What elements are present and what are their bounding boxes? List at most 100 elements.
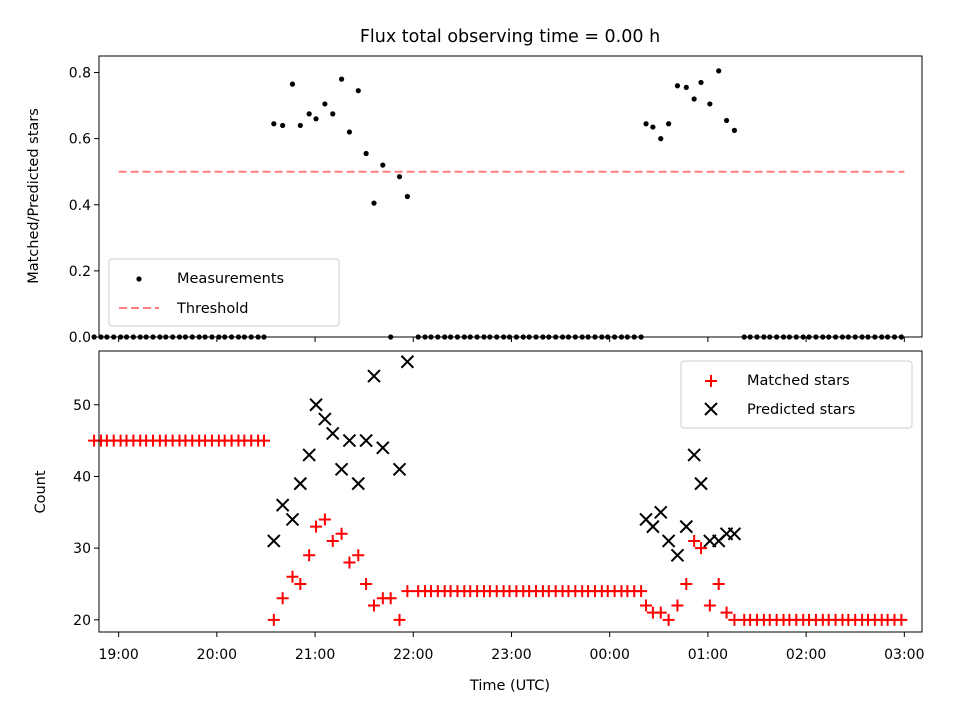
predicted-star-point — [367, 369, 381, 383]
x-tick-label: 23:00 — [491, 647, 531, 663]
ratio-legend: Measurements Threshold — [108, 258, 340, 327]
ratio-y-tick-label: 0.6 — [69, 132, 91, 148]
matched-star-point — [335, 527, 348, 540]
predicted-star-point — [670, 548, 685, 563]
measurement-point — [683, 84, 689, 91]
matched-star-point — [401, 585, 414, 598]
measurement-point — [371, 200, 377, 206]
measurement-point — [650, 124, 656, 130]
x-tick-label: 22:00 — [393, 647, 433, 663]
matched-star-point — [654, 606, 667, 619]
predicted-star-point — [376, 441, 390, 455]
matched-star-point — [310, 520, 323, 533]
measurement-point — [404, 193, 410, 200]
predicted-star-point — [302, 448, 316, 462]
predicted-star-point — [727, 527, 742, 541]
count-y-ticks: 20 30 40 50 — [73, 398, 99, 629]
legend-threshold-label: Threshold — [176, 301, 248, 317]
measurement-point — [346, 129, 353, 135]
predicted-star-point — [694, 476, 708, 491]
x-tick-label: 02:00 — [786, 647, 826, 663]
matched-star-point — [318, 513, 331, 526]
measurement-point — [289, 81, 296, 87]
count-y-label: Count — [33, 470, 49, 513]
ratio-y-tick-label: 0.8 — [69, 66, 91, 82]
matched-star-point — [662, 613, 675, 626]
count-panel: 20 30 40 50 19:00 20:00 21:00 22:00 23:00 00:00 0… — [33, 350, 925, 694]
x-axis-label: Time (UTC) — [469, 678, 550, 694]
predicted-star-point — [334, 462, 349, 476]
measurement-point — [658, 136, 664, 142]
legend-measurements-marker — [136, 276, 142, 282]
ratio-legend-frame — [108, 258, 340, 327]
matched-star-point — [695, 542, 708, 555]
measurement-point — [380, 162, 386, 168]
predicted-star-point — [646, 519, 660, 534]
matched-star-point — [720, 606, 733, 619]
x-tick-label: 21:00 — [295, 647, 335, 663]
measurement-point — [666, 121, 672, 127]
matched-star-point — [267, 613, 280, 626]
predicted-star-point — [275, 498, 290, 512]
measurement-point — [698, 79, 704, 86]
predicted-star-point — [392, 462, 407, 476]
predicted-star-point — [400, 355, 415, 369]
x-tick-label: 01:00 — [688, 647, 728, 663]
matched-star-point — [367, 599, 380, 612]
x-tick-label: 03:00 — [884, 647, 924, 663]
matched-star-point — [688, 534, 701, 547]
predicted-star-point — [661, 534, 676, 548]
ratio-panel: 0.00.20.40.60.8 Matched/Predicted stars … — [26, 55, 923, 346]
matched-star-point — [303, 549, 316, 562]
measurement-point — [643, 121, 649, 127]
predicted-star-point — [351, 476, 365, 491]
measurement-point — [731, 127, 738, 133]
x-tick-label: 19:00 — [98, 647, 138, 663]
measurement-point — [691, 96, 697, 102]
predicted-star-point — [326, 426, 340, 441]
count-y-tick-label: 40 — [73, 469, 91, 485]
matched-star-point — [712, 577, 725, 590]
x-tick-label: 00:00 — [590, 647, 630, 663]
measurement-point — [280, 122, 286, 129]
matched-star-point — [343, 556, 356, 569]
ratio-y-ticks: 0.0 0.2 0.4 0.6 0.8 — [69, 66, 99, 346]
x-tick-label: 20:00 — [197, 647, 237, 663]
predicted-stars-series — [267, 355, 742, 563]
chart-title: Flux total observing time = 0.00 h — [360, 27, 660, 47]
matched-star-point — [680, 577, 693, 590]
measurement-point — [723, 117, 730, 124]
predicted-star-point — [267, 534, 281, 548]
count-y-tick-label: 20 — [73, 613, 91, 629]
measurement-point — [271, 121, 277, 127]
matched-star-point — [635, 585, 648, 598]
ratio-y-tick-label: 0.2 — [69, 264, 91, 280]
ratio-axes-frame — [98, 55, 923, 338]
matched-star-point — [352, 549, 365, 562]
ratio-y-tick-label: 0.4 — [69, 198, 91, 214]
matched-star-point — [276, 592, 289, 605]
measurement-point — [306, 111, 312, 117]
predicted-star-point — [342, 433, 357, 448]
predicted-star-point — [309, 398, 323, 412]
measurement-point — [313, 116, 319, 122]
legend-measurements-label: Measurements — [177, 271, 284, 287]
count-y-tick-label: 50 — [73, 398, 91, 414]
measurement-point — [396, 174, 403, 180]
matched-star-point — [384, 592, 397, 605]
predicted-star-point — [687, 448, 701, 462]
count-legend-frame — [680, 360, 913, 429]
count-x-ticks: 19:00 20:00 21:00 22:00 23:00 00:00 01:00 02:00… — [98, 632, 925, 663]
predicted-star-point — [318, 412, 332, 426]
count-axes-frame — [98, 350, 923, 633]
legend-matched-label: Matched stars — [747, 373, 850, 389]
matched-star-point — [703, 599, 716, 612]
predicted-star-point — [359, 433, 373, 448]
predicted-star-point — [293, 476, 308, 491]
matched-star-point — [671, 599, 684, 612]
predicted-star-point — [285, 512, 300, 527]
matched-stars-series — [88, 434, 908, 626]
measurement-point — [322, 101, 328, 107]
measurement-point — [716, 68, 722, 74]
matched-star-point — [286, 570, 299, 583]
